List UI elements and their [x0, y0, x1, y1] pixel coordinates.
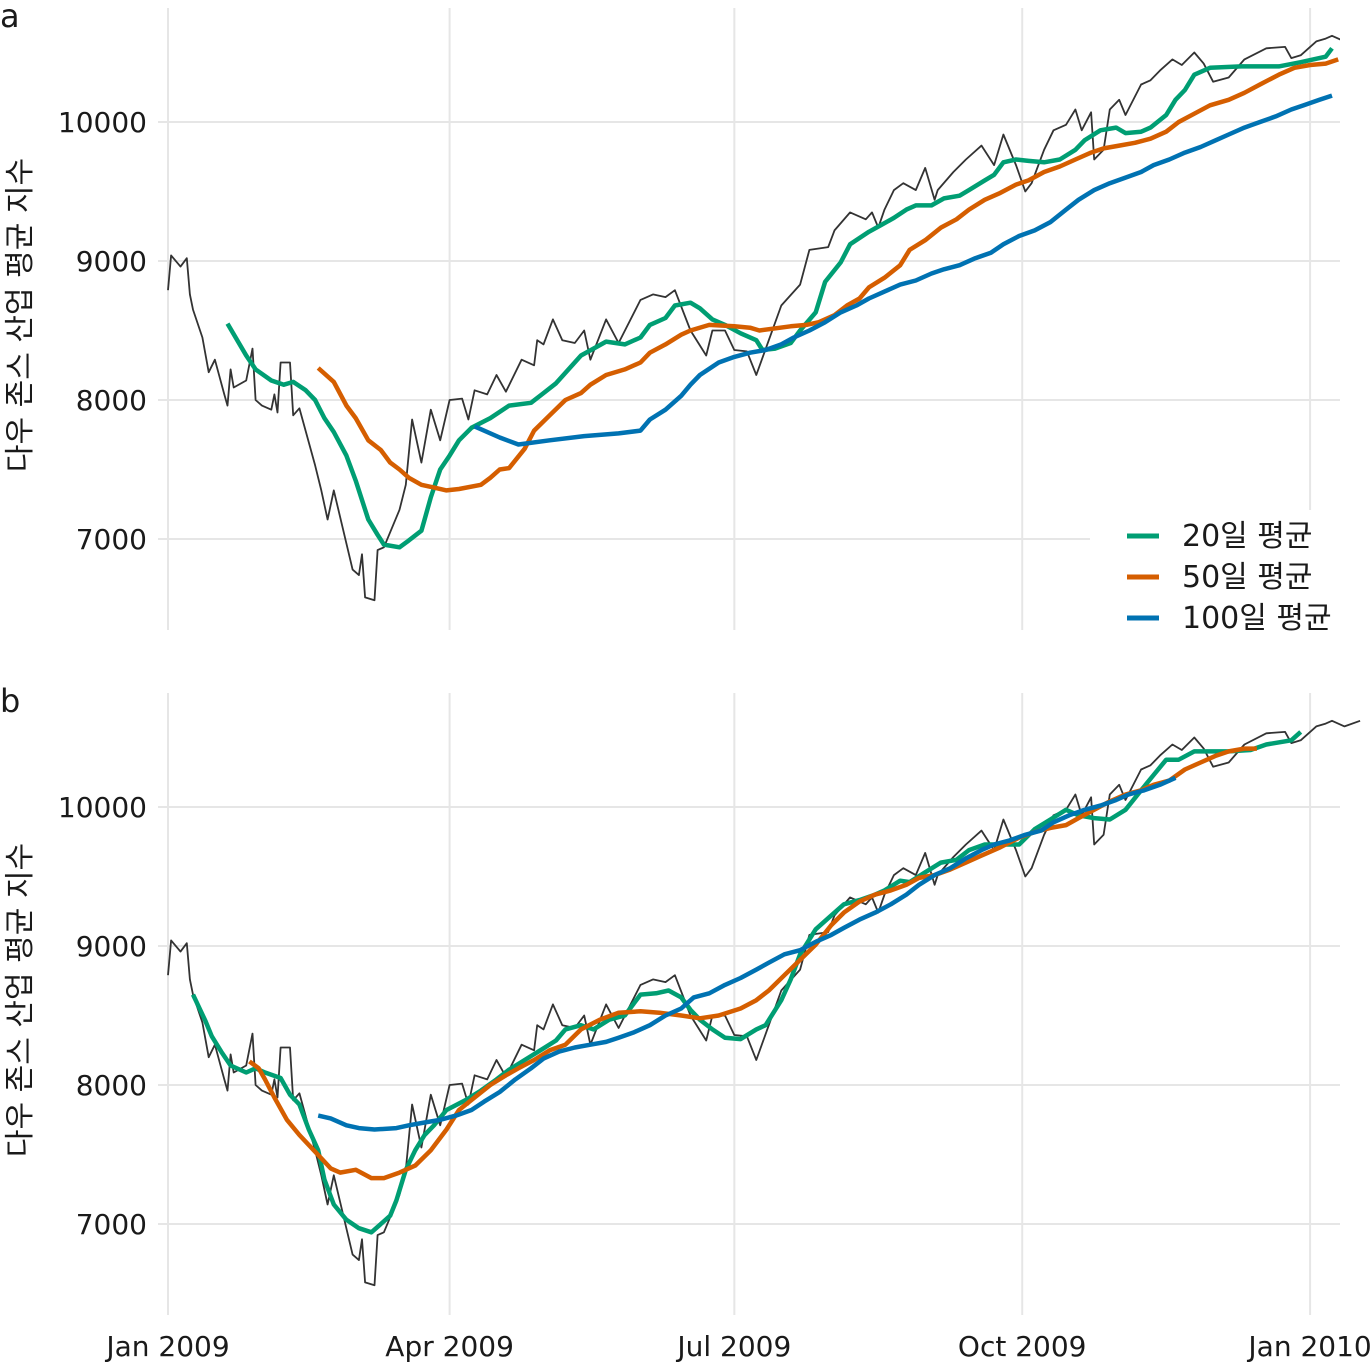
y-axis-title-b: 다우 존스 산업 평균 지수 — [3, 843, 38, 1157]
x-tick-label: Oct 2009 — [958, 1330, 1087, 1363]
y-tick-label: 7000 — [76, 1208, 147, 1241]
x-axis-ticks: Jan 2009 Apr 2009 Jul 2009 Oct 2009 Jan 2010 — [104, 1330, 1371, 1363]
x-tick-label: Jan 2010 — [1246, 1330, 1371, 1363]
moving-average-line-100 — [473, 93, 1333, 447]
dow-jones-raw-line — [167, 34, 1340, 602]
legend-label: 50일 평균 — [1182, 560, 1313, 595]
moving-average-line-50 — [316, 57, 1339, 493]
moving-average-line-20 — [225, 46, 1334, 550]
panel-a: a 다우 존스 산업 평균 지수 7000 8000 9000 10000 20일 평… — [0, 0, 1371, 640]
y-axis-title-a: 다우 존스 산업 평균 지수 — [3, 158, 38, 472]
dow-jones-raw-line — [167, 719, 1361, 1287]
y-tick-label: 7000 — [76, 523, 147, 556]
panel-label-b: b — [0, 682, 20, 720]
panel-b: b 다우 존스 산업 평균 지수 7000 8000 9000 10000 — [0, 682, 1361, 1315]
y-tick-label: 9000 — [76, 245, 147, 278]
moving-average-line-50 — [248, 746, 1257, 1181]
y-tick-label: 8000 — [76, 384, 147, 417]
y-tick-label: 9000 — [76, 930, 147, 963]
y-tick-label: 8000 — [76, 1069, 147, 1102]
panel-label-a: a — [0, 0, 20, 35]
x-tick-label: Apr 2009 — [385, 1330, 514, 1363]
legend: 20일 평균 50일 평균 100일 평균 — [1100, 510, 1371, 640]
x-tick-label: Jul 2009 — [675, 1330, 791, 1363]
y-tick-label: 10000 — [58, 106, 147, 139]
legend-label: 100일 평균 — [1182, 601, 1332, 636]
moving-average-line-100 — [317, 775, 1177, 1132]
moving-average-line-20 — [190, 730, 1303, 1235]
x-tick-label: Jan 2009 — [104, 1330, 229, 1363]
y-tick-label: 10000 — [58, 791, 147, 824]
legend-label: 20일 평균 — [1182, 519, 1313, 554]
